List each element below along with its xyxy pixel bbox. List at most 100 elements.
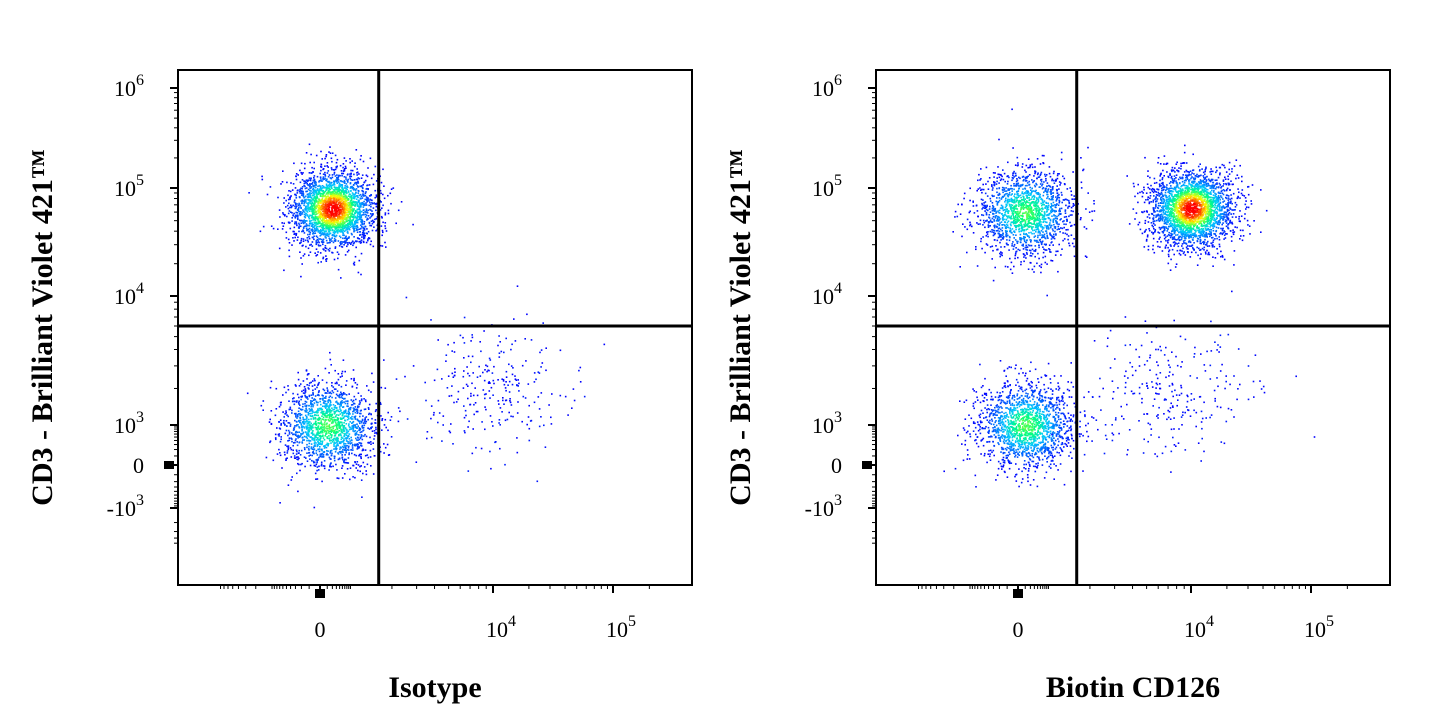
event-dot [509,400,511,402]
event-dot [450,394,453,397]
event-dot [294,187,297,189]
event-dot [292,452,295,455]
event-dot [335,234,338,237]
event-dot [331,219,334,222]
event-dot [537,396,540,398]
event-dot [358,454,361,457]
event-dot [349,408,352,411]
event-dot [354,424,356,427]
event-dot [341,456,344,459]
event-dot [959,266,961,268]
event-dot [319,185,321,187]
event-dot [337,217,339,220]
event-dot [322,405,324,408]
event-dot [344,419,346,422]
event-dot [329,408,331,411]
event-dot [278,209,281,211]
event-dot [314,379,316,382]
event-dot [333,202,335,205]
event-dot [334,451,337,453]
event-dot [358,200,360,203]
event-dot [331,210,333,213]
event-dot [314,219,316,221]
event-dot [299,214,301,217]
event-dot [972,232,975,234]
event-dot [324,407,327,409]
event-dot [313,197,315,200]
event-dot [317,231,320,233]
event-dot [259,230,262,233]
event-dot [323,430,326,433]
event-dot [309,454,312,456]
event-dot [380,225,383,227]
event-dot [304,208,306,210]
event-dot [356,221,359,224]
event-dot [374,218,376,221]
event-dot [1030,198,1033,200]
event-dot [351,216,353,218]
event-dot [337,222,339,225]
event-dot [490,386,493,389]
event-dot [381,234,383,237]
event-dot [347,223,350,226]
event-dot [329,451,332,453]
event-dot [293,457,296,459]
event-dot [397,420,400,423]
event-dot [364,399,367,401]
event-dot [320,238,323,241]
event-dot [374,422,377,424]
event-dot [317,189,320,192]
event-dot [353,204,356,206]
event-dot [340,441,342,443]
event-dot [327,193,330,195]
event-dot [314,441,316,443]
event-dot [367,218,369,220]
event-dot [302,226,305,228]
event-dot [363,221,366,223]
event-dot [343,200,345,203]
event-dot [295,205,298,207]
event-dot [326,232,328,235]
event-dot [390,416,393,418]
event-dots [943,108,1316,488]
event-dot [337,190,340,193]
event-dot [365,400,367,403]
event-dot [327,197,330,199]
event-dot [300,212,302,215]
event-dot [325,406,327,409]
event-dot [354,255,357,258]
event-dot [328,185,331,188]
event-dot [324,392,327,394]
event-dot [313,208,316,211]
event-dot [289,406,292,409]
event-dot [310,400,312,402]
event-dot [303,221,306,224]
event-dot [368,200,370,202]
event-dot [341,445,344,448]
event-dot [302,416,304,419]
event-dot [293,201,296,203]
event-dot [294,400,296,403]
event-dot [375,409,377,411]
event-dot [320,232,322,234]
event-dot [359,242,362,244]
event-dot [340,217,343,220]
event-dot [982,199,984,201]
event-dot [315,216,317,219]
event-dot [275,438,277,441]
event-dot [319,180,322,182]
event-dot [276,427,278,429]
event-dot [310,436,312,439]
event-dot [976,189,978,192]
event-dot [383,443,385,445]
event-dot [550,416,552,419]
event-dot [300,187,302,190]
event-dot [991,231,993,233]
event-dot [319,176,322,178]
event-dot [336,176,338,179]
event-dot [359,210,362,212]
event-dot [277,433,280,436]
event-dot [323,405,326,408]
event-dot [291,220,293,222]
event-dot [343,244,345,246]
